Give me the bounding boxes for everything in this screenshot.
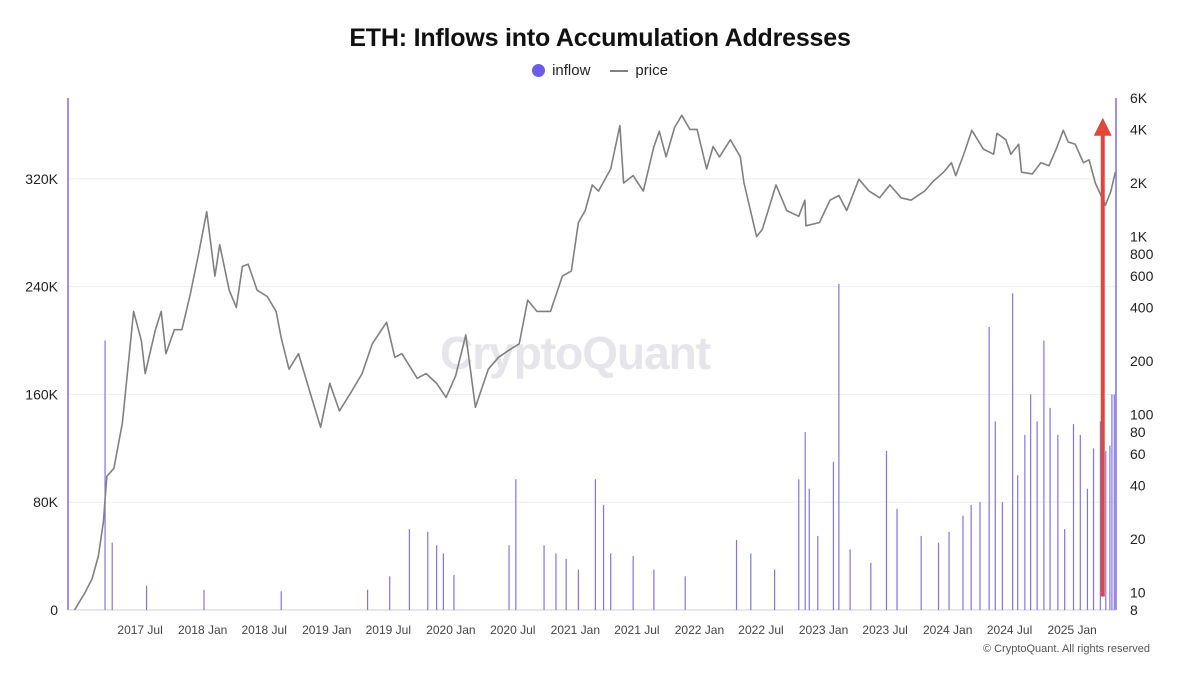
copyright-notice: © CryptoQuant. All rights reserved xyxy=(982,643,1150,655)
chart-legend: inflow price xyxy=(0,62,1200,79)
y-left-tick-label: 240K xyxy=(25,279,58,295)
x-tick-label: 2022 Jul xyxy=(738,623,783,637)
y-left-tick-label: 160K xyxy=(25,386,58,402)
x-tick-label: 2020 Jul xyxy=(490,623,535,637)
legend-item-price[interactable]: price xyxy=(610,62,668,79)
y-right-tick-label: 100 xyxy=(1130,407,1154,423)
y-right-tick-label: 2K xyxy=(1130,175,1148,191)
x-tick-label: 2022 Jan xyxy=(675,623,724,637)
x-tick-label: 2019 Jan xyxy=(302,623,351,637)
x-tick-label: 2024 Jan xyxy=(923,623,972,637)
x-tick-label: 2021 Jan xyxy=(551,623,600,637)
x-tick-label: 2018 Jul xyxy=(242,623,287,637)
y-left-tick-label: 320K xyxy=(25,171,58,187)
y-right-tick-label: 1K xyxy=(1130,229,1148,245)
y-right-tick-label: 800 xyxy=(1130,246,1154,262)
x-tick-label: 2023 Jul xyxy=(862,623,907,637)
legend-item-inflow[interactable]: inflow xyxy=(532,62,590,79)
x-tick-label: 2019 Jul xyxy=(366,623,411,637)
y-left-tick-label: 80K xyxy=(33,494,59,510)
y-right-tick-label: 4K xyxy=(1130,121,1148,137)
y-right-tick-label: 60 xyxy=(1130,446,1146,462)
x-tick-label: 2023 Jan xyxy=(799,623,848,637)
price-line xyxy=(73,114,1117,611)
y-right-tick-label: 10 xyxy=(1130,585,1146,601)
x-tick-label: 2020 Jan xyxy=(426,623,475,637)
y-right-tick-label: 40 xyxy=(1130,478,1146,494)
x-tick-label: 2017 Jul xyxy=(117,623,162,637)
annotation-arrow-head xyxy=(1093,117,1112,136)
legend-inflow-dot xyxy=(532,64,546,77)
x-tick-label: 2024 Jul xyxy=(987,623,1032,637)
x-tick-label: 2018 Jan xyxy=(178,623,227,637)
y-right-tick-label: 200 xyxy=(1130,353,1154,369)
legend-price-line xyxy=(610,69,629,72)
chart-title: ETH: Inflows into Accumulation Addresses xyxy=(349,24,851,52)
legend-inflow-label: inflow xyxy=(552,62,591,79)
x-tick-label: 2021 Jul xyxy=(614,623,659,637)
legend-price-label: price xyxy=(635,62,668,79)
y-right-tick-label: 20 xyxy=(1130,531,1146,547)
x-tick-label: 2025 Jan xyxy=(1047,623,1096,637)
y-right-tick-label: 600 xyxy=(1130,268,1154,284)
y-right-tick-label: 400 xyxy=(1130,299,1154,315)
y-right-tick-label: 8 xyxy=(1130,602,1138,618)
y-right-tick-label: 6K xyxy=(1130,90,1148,106)
y-right-tick-label: 80 xyxy=(1130,424,1146,440)
y-left-tick-label: 0 xyxy=(50,602,58,618)
watermark-logo: CryptoQuant xyxy=(440,327,711,379)
